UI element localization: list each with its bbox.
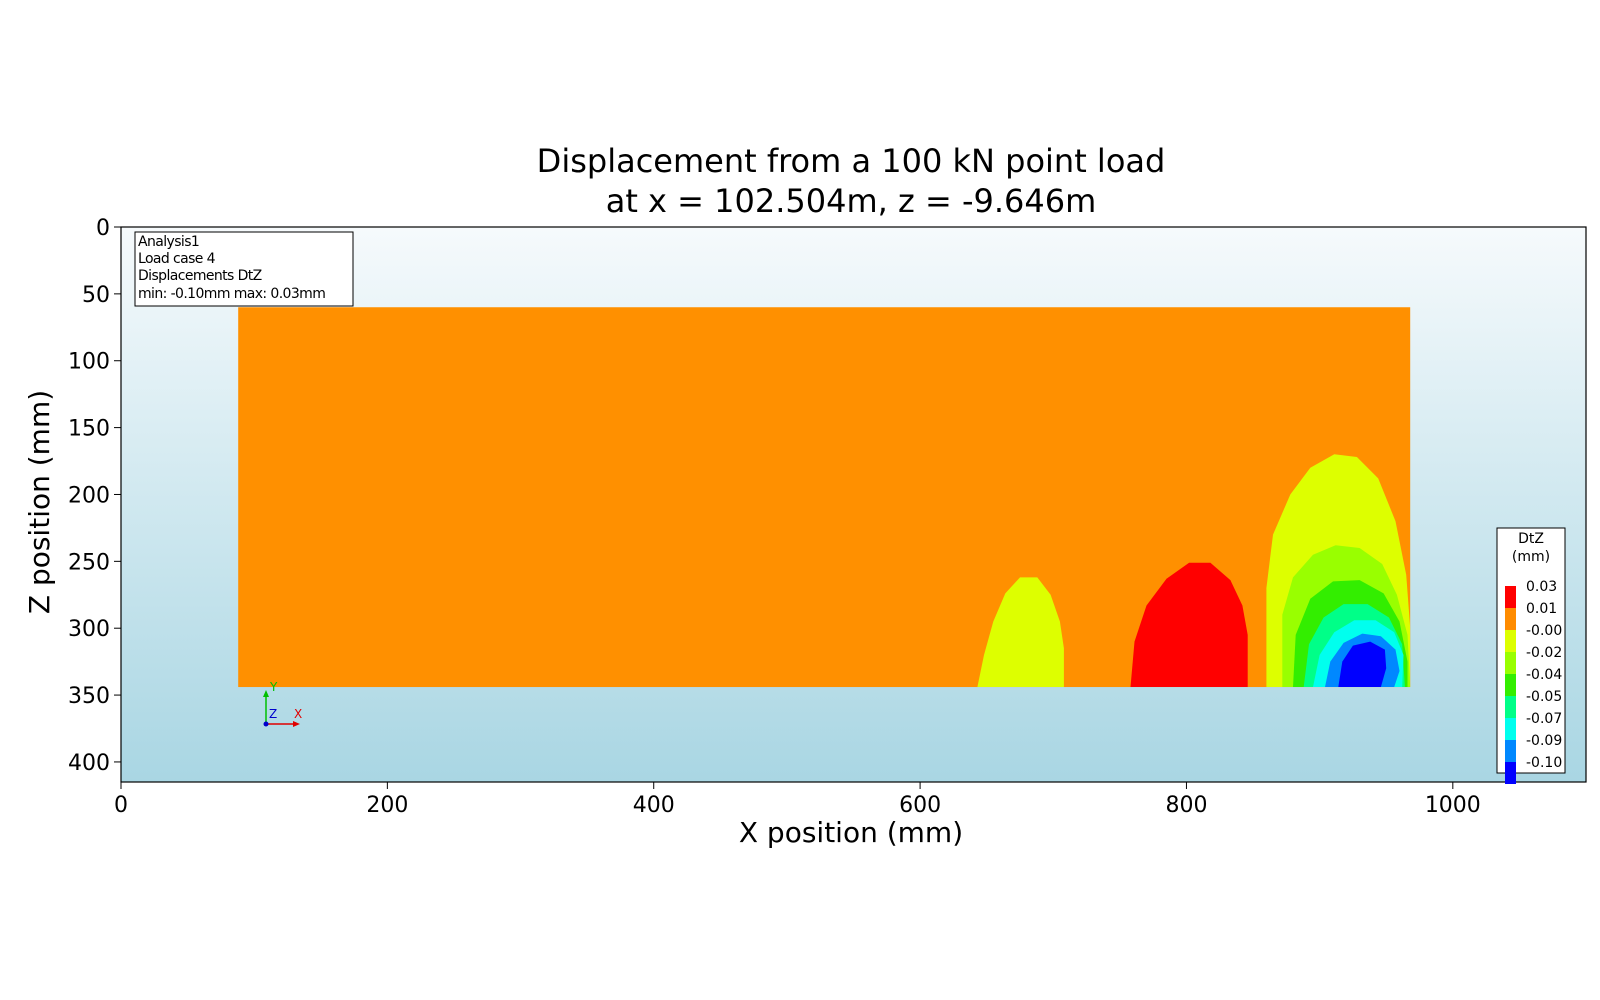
axis-triad: Y Z X <box>263 680 302 727</box>
triad-y-label: Y <box>269 680 278 694</box>
contour-region-8 <box>1338 641 1387 687</box>
triad-x-arrowhead <box>293 721 300 727</box>
colorbar-legend: DtZ (mm) 0.03 0.01 -0.00 -0.02 -0.04 -0.05 -0.… <box>1496 527 1566 784</box>
contour-regions <box>977 454 1411 687</box>
plot-content <box>238 307 1411 688</box>
colorbar-swatch <box>1505 740 1516 762</box>
y-tick-label: 0 <box>96 216 110 241</box>
triad-y-arrowhead <box>263 690 269 697</box>
colorbar-swatch <box>1505 696 1516 718</box>
y-tick-label: 300 <box>68 617 110 642</box>
y-tick-label: 200 <box>68 483 110 508</box>
y-tick-label: 400 <box>68 751 110 776</box>
y-tick-label: 250 <box>68 550 110 575</box>
colorbar-label: -0.07 <box>1526 711 1562 727</box>
colorbar-label: -0.10 <box>1526 755 1562 771</box>
colorbar-label: 0.01 <box>1526 601 1557 617</box>
x-tick-label: 200 <box>366 793 408 818</box>
x-axis-ticks: 0 200 400 600 800 1000 <box>114 782 1481 818</box>
colorbar-swatch <box>1505 586 1516 608</box>
x-tick-label: 800 <box>1165 793 1207 818</box>
contour-region-1 <box>1130 562 1248 687</box>
colorbar-swatch <box>1505 608 1516 630</box>
colorbar-swatch <box>1505 674 1516 696</box>
info-line-load-case: Load case 4 <box>138 251 216 267</box>
x-tick-label: 600 <box>899 793 941 818</box>
x-axis-label: X position (mm) <box>739 816 963 849</box>
y-tick-label: 150 <box>68 417 110 442</box>
colorbar-label: -0.02 <box>1526 645 1562 661</box>
info-line-analysis: Analysis1 <box>138 234 199 250</box>
info-line-result: Displacements DtZ <box>138 268 262 284</box>
x-tick-label: 1000 <box>1425 793 1481 818</box>
x-tick-label: 0 <box>114 793 128 818</box>
plot-frame <box>120 226 1587 783</box>
chart-title-line-1: Displacement from a 100 kN point load <box>537 142 1166 180</box>
colorbar-swatch <box>1505 762 1516 784</box>
colorbar-swatch <box>1505 652 1516 674</box>
colorbar-label: -0.04 <box>1526 667 1562 683</box>
colorbar-label: -0.05 <box>1526 689 1562 705</box>
y-axis-ticks: 0 50 100 150 200 250 300 350 400 <box>68 216 121 776</box>
x-tick-label: 400 <box>633 793 675 818</box>
colorbar-entries: 0.03 0.01 -0.00 -0.02 -0.04 -0.05 -0.07 -0.09 -0… <box>1505 579 1562 784</box>
y-axis-label: Z position (mm) <box>23 390 56 614</box>
colorbar-title: DtZ <box>1518 531 1544 547</box>
info-line-min-max: min: -0.10mm max: 0.03mm <box>138 286 325 302</box>
y-tick-label: 100 <box>68 350 110 375</box>
contour-region-0 <box>977 577 1064 687</box>
triad-z-label: Z <box>269 707 277 721</box>
colorbar-swatch <box>1505 718 1516 740</box>
colorbar-swatch <box>1505 630 1516 652</box>
y-tick-label: 50 <box>82 283 110 308</box>
triad-origin <box>263 721 269 727</box>
colorbar-label: -0.00 <box>1526 623 1562 639</box>
colorbar-label: 0.03 <box>1526 579 1557 595</box>
colorbar-unit: (mm) <box>1512 549 1550 565</box>
colorbar-label: -0.09 <box>1526 733 1562 749</box>
y-tick-label: 350 <box>68 684 110 709</box>
analysis-info-box: Analysis1 Load case 4 Displacements DtZ … <box>134 231 354 307</box>
info-box-frame <box>134 231 354 307</box>
chart-title-line-2: at x = 102.504m, z = -9.646m <box>606 182 1097 220</box>
triad-x-label: X <box>294 707 302 721</box>
